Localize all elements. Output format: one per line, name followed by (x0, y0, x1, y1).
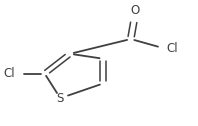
Text: S: S (57, 92, 64, 105)
Text: O: O (130, 4, 139, 17)
Text: Cl: Cl (166, 42, 178, 55)
Text: Cl: Cl (4, 67, 15, 80)
